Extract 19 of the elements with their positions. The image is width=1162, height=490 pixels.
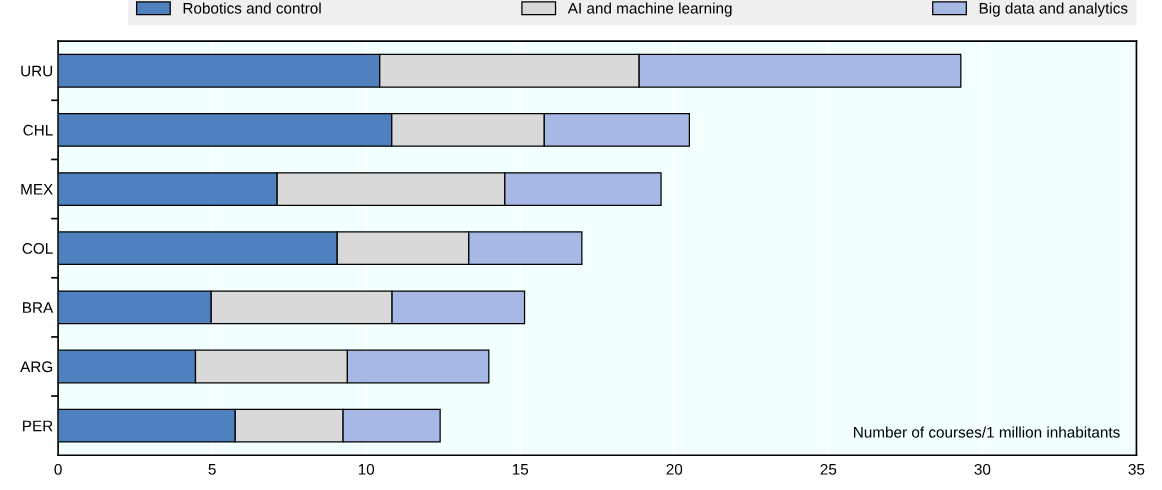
y-tick-label: URU xyxy=(21,65,53,77)
y-tick-label: CHL xyxy=(23,124,53,136)
x-tick-label: 30 xyxy=(974,463,991,475)
y-tick-label: BRA xyxy=(23,302,54,313)
y-tick-label: ARG xyxy=(20,361,53,373)
y-tick-label: MEX xyxy=(21,184,53,195)
legend-label: Robotics and control xyxy=(183,2,321,14)
x-tick-label: 5 xyxy=(208,464,216,475)
x-tick-label: 35 xyxy=(1128,463,1145,475)
x-tick-label: 25 xyxy=(820,463,837,475)
y-tick-label: PER xyxy=(23,420,53,432)
y-tick-label: COL xyxy=(22,243,53,254)
x-tick-label: 10 xyxy=(358,463,375,475)
legend-label: AI and machine learning xyxy=(567,2,732,17)
x-tick-label: 0 xyxy=(54,463,62,475)
x-tick-label: 20 xyxy=(666,463,683,475)
legend-label: Big data and analytics xyxy=(979,2,1128,17)
x-tick-label: 15 xyxy=(512,464,529,475)
annotation: Number of courses/1 million inhabitants xyxy=(854,426,1120,438)
